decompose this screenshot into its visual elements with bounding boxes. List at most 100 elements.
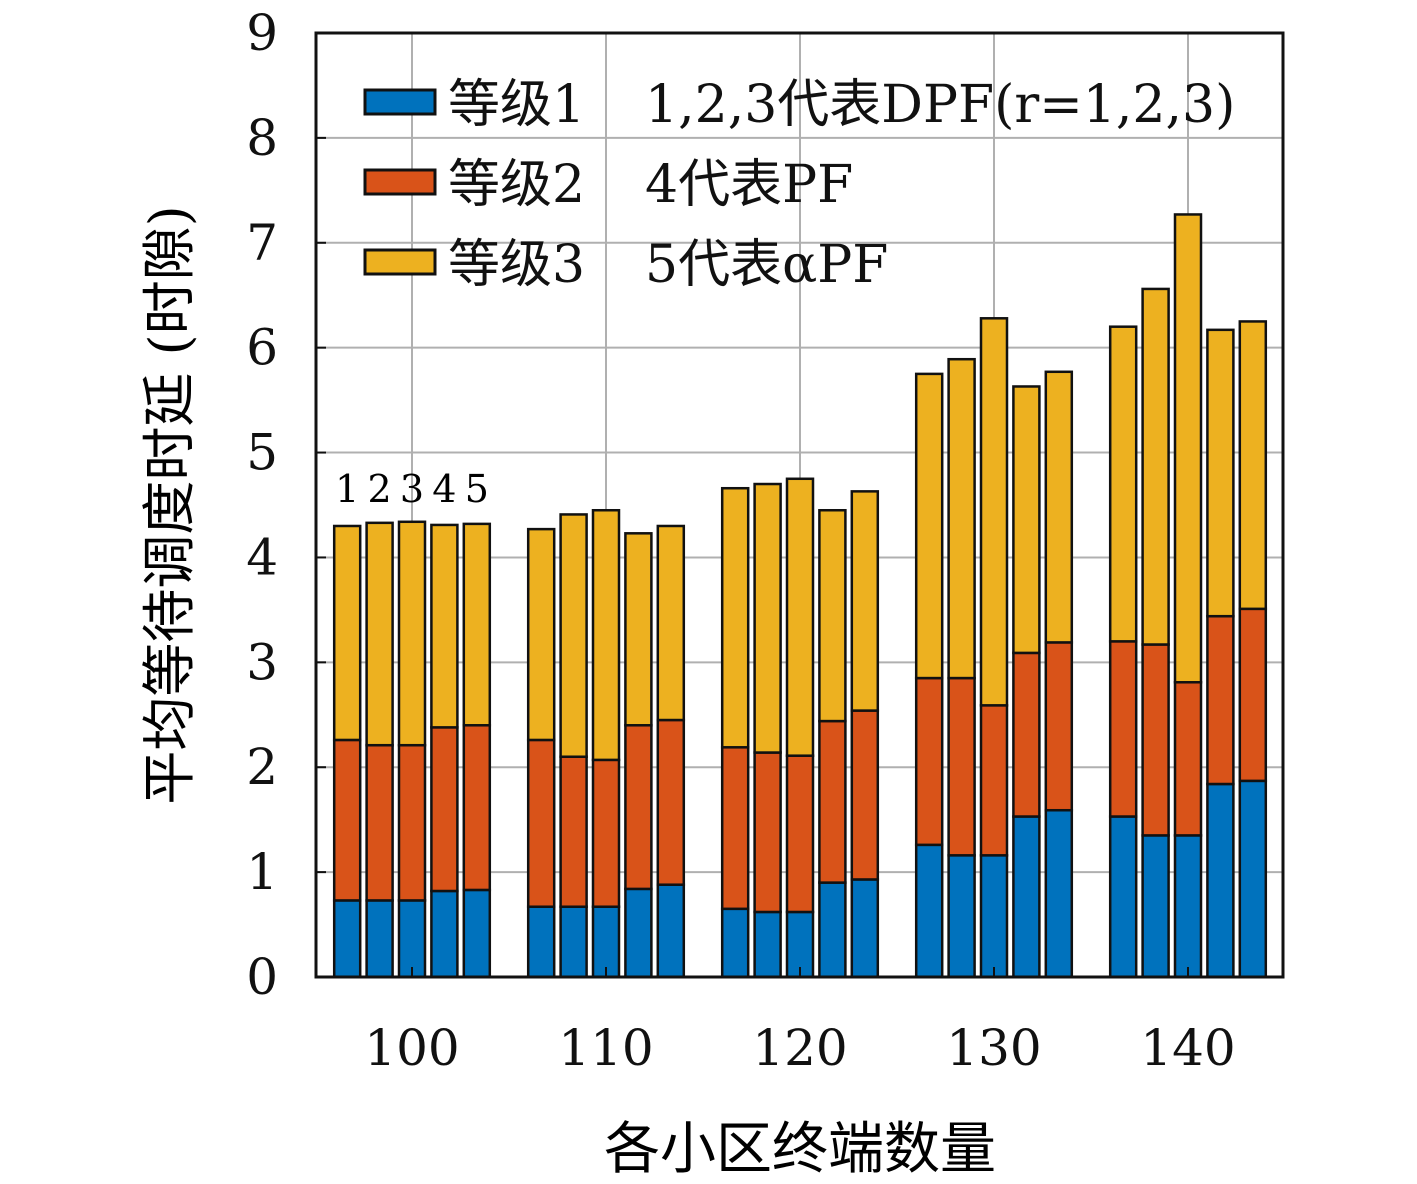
y-tick-label: 3: [246, 633, 278, 691]
bar-等级3-130-5: [1044, 370, 1074, 644]
x-tick-label: 110: [558, 1019, 653, 1077]
bar-等级3-100-2: [365, 521, 394, 747]
bar-等级3-100-1: [332, 524, 362, 742]
bar-等级2-130-1: [914, 676, 944, 847]
bar-index-label: 2: [368, 467, 392, 511]
bar-等级2-120-1: [720, 746, 750, 911]
y-tick-label: 5: [246, 424, 278, 482]
bar-等级1-120-3: [785, 910, 815, 979]
y-tick-label: 6: [246, 319, 278, 377]
bar-等级1-100-2: [365, 899, 394, 979]
legend-label: 等级2: [448, 155, 585, 215]
bar-等级3-120-1: [720, 486, 750, 749]
plot-frame: [314, 31, 1285, 979]
bar-等级1-130-3: [979, 854, 1009, 979]
legend-swatch: [363, 88, 437, 116]
x-tick-label: 120: [752, 1019, 847, 1077]
bar-等级2-120-2: [753, 751, 782, 914]
bar-等级3-140-1: [1108, 325, 1138, 643]
bar-等级3-130-4: [1012, 385, 1041, 655]
bar-index-label: 4: [432, 467, 456, 511]
bar-等级1-130-2: [947, 854, 976, 979]
legend-note: 5代表αPF: [645, 235, 888, 295]
legend-note: 4代表PF: [645, 155, 853, 215]
bar-等级3-110-3: [591, 508, 621, 762]
bar-index-label: 3: [400, 467, 424, 511]
bar-等级1-140-5: [1238, 779, 1268, 979]
bar-等级2-120-3: [785, 754, 815, 914]
bar-等级1-100-4: [430, 889, 459, 979]
bar-等级1-120-4: [818, 881, 847, 979]
bar-等级2-140-1: [1108, 640, 1138, 818]
bar-等级2-100-1: [332, 738, 362, 902]
y-axis-label: 平均等待调度时延 (时隙): [138, 205, 201, 804]
bar-等级1-100-1: [332, 899, 362, 979]
bar-等级1-140-2: [1141, 834, 1170, 979]
bar-等级1-110-2: [559, 905, 588, 979]
bar-等级1-130-4: [1012, 815, 1041, 979]
x-tick-label: 100: [364, 1019, 459, 1077]
bar-等级1-140-1: [1108, 815, 1138, 979]
y-tick-label: 1: [246, 843, 278, 901]
bar-等级2-100-2: [365, 743, 394, 902]
y-tick-label: 9: [246, 4, 278, 62]
bar-等级2-100-4: [430, 726, 459, 893]
bar-等级2-110-2: [559, 755, 588, 908]
legend-label: 等级1: [448, 75, 585, 135]
bar-等级3-140-2: [1141, 287, 1170, 646]
bar-等级2-120-4: [818, 719, 847, 884]
bar-等级3-130-3: [979, 317, 1009, 707]
bar-index-label: 1: [335, 467, 359, 511]
bar-等级1-120-2: [753, 910, 782, 979]
bar-等级2-140-3: [1173, 681, 1203, 837]
bar-等级1-130-1: [914, 843, 944, 979]
bar-等级3-130-2: [947, 357, 976, 680]
bar-等级3-120-2: [753, 482, 782, 754]
bar-等级1-110-4: [624, 887, 653, 979]
x-tick-label: 130: [946, 1019, 1041, 1077]
bar-等级2-130-5: [1044, 641, 1074, 812]
y-tick-label: 2: [246, 738, 278, 796]
bar-等级3-120-3: [785, 477, 815, 757]
bar-等级2-140-4: [1206, 614, 1235, 786]
bar-等级3-120-5: [850, 490, 880, 712]
bar-等级2-100-5: [462, 724, 492, 892]
y-tick-label: 8: [246, 109, 278, 167]
bar-等级2-140-2: [1141, 643, 1170, 837]
bar-等级2-110-3: [591, 758, 621, 908]
bar-等级2-100-3: [397, 743, 427, 902]
bar-等级1-110-5: [656, 883, 686, 979]
bar-等级2-110-4: [624, 724, 653, 891]
bar-等级1-100-5: [462, 888, 492, 979]
bar-等级3-130-1: [914, 372, 944, 680]
bar-等级3-110-1: [526, 527, 556, 742]
bar-等级3-100-3: [397, 520, 427, 747]
bar-等级2-110-1: [526, 738, 556, 908]
y-tick-label: 0: [246, 948, 278, 1006]
bar-等级3-110-5: [656, 524, 686, 722]
bar-等级1-120-1: [720, 907, 750, 979]
legend-swatch: [363, 248, 437, 276]
bar-等级1-120-5: [850, 878, 880, 979]
bar-等级3-140-4: [1206, 328, 1235, 618]
bar-等级3-110-4: [624, 532, 653, 727]
y-tick-label: 7: [246, 214, 278, 272]
bar-等级2-110-5: [656, 718, 686, 886]
bar-等级2-130-2: [947, 676, 976, 857]
bar-等级2-140-5: [1238, 607, 1268, 783]
x-axis-label: 各小区终端数量: [604, 1117, 996, 1182]
bar-等级3-100-4: [430, 523, 459, 729]
bar-等级2-130-3: [979, 704, 1009, 857]
bar-等级3-120-4: [818, 508, 847, 723]
bar-等级1-130-5: [1044, 808, 1074, 979]
bar-等级2-130-4: [1012, 651, 1041, 818]
x-tick-label: 140: [1140, 1019, 1235, 1077]
bar-等级1-100-3: [397, 899, 427, 979]
legend-note: 1,2,3代表DPF(r=1,2,3): [645, 75, 1235, 135]
bar-等级3-100-5: [462, 522, 492, 727]
bar-等级1-140-4: [1206, 782, 1235, 979]
legend-label: 等级3: [448, 235, 585, 295]
bar-index-label: 5: [465, 467, 489, 511]
bar-等级1-110-3: [591, 905, 621, 979]
